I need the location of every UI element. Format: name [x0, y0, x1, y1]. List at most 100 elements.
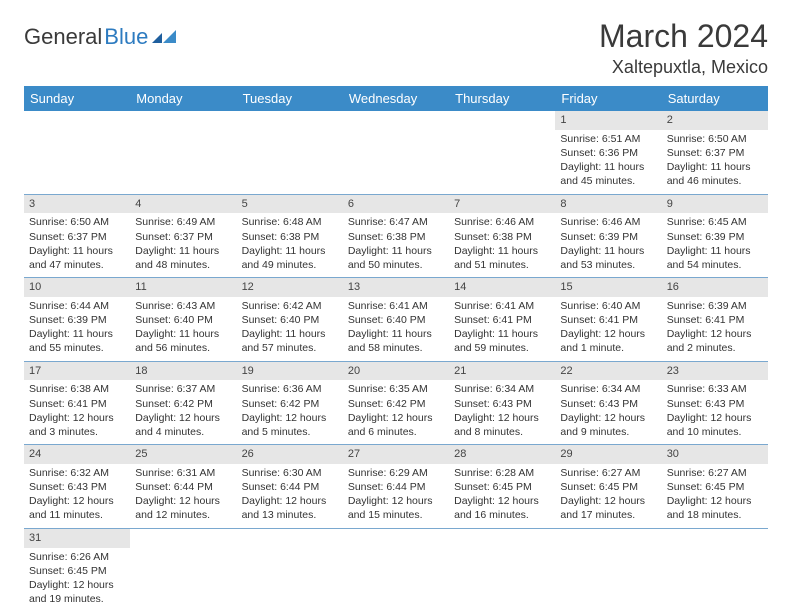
calendar-row: 24Sunrise: 6:32 AMSunset: 6:43 PMDayligh… — [24, 445, 768, 529]
sunset-text: Sunset: 6:39 PM — [667, 230, 763, 244]
sunrise-text: Sunrise: 6:44 AM — [29, 299, 125, 313]
sunrise-text: Sunrise: 6:42 AM — [242, 299, 338, 313]
day-number: 6 — [343, 195, 449, 214]
sunset-text: Sunset: 6:45 PM — [560, 480, 656, 494]
sunset-text: Sunset: 6:43 PM — [454, 397, 550, 411]
daylight-text: Daylight: 12 hours and 5 minutes. — [242, 411, 338, 439]
page-header: GeneralBlue March 2024 Xaltepuxtla, Mexi… — [24, 18, 768, 78]
daylight-text: Daylight: 11 hours and 59 minutes. — [454, 327, 550, 355]
day-number — [343, 529, 449, 548]
calendar-cell: 24Sunrise: 6:32 AMSunset: 6:43 PMDayligh… — [24, 445, 130, 529]
day-header: Monday — [130, 86, 236, 111]
day-header-row: SundayMondayTuesdayWednesdayThursdayFrid… — [24, 86, 768, 111]
calendar-cell: 26Sunrise: 6:30 AMSunset: 6:44 PMDayligh… — [237, 445, 343, 529]
day-number — [662, 529, 768, 548]
sunrise-text: Sunrise: 6:50 AM — [29, 215, 125, 229]
daylight-text: Daylight: 12 hours and 16 minutes. — [454, 494, 550, 522]
day-number: 16 — [662, 278, 768, 297]
day-number: 21 — [449, 362, 555, 381]
day-number: 27 — [343, 445, 449, 464]
calendar-cell: 2Sunrise: 6:50 AMSunset: 6:37 PMDaylight… — [662, 111, 768, 194]
day-number: 23 — [662, 362, 768, 381]
daylight-text: Daylight: 12 hours and 15 minutes. — [348, 494, 444, 522]
sunset-text: Sunset: 6:44 PM — [348, 480, 444, 494]
sunset-text: Sunset: 6:38 PM — [348, 230, 444, 244]
sunrise-text: Sunrise: 6:32 AM — [29, 466, 125, 480]
calendar-cell: 31Sunrise: 6:26 AMSunset: 6:45 PMDayligh… — [24, 528, 130, 611]
calendar-cell — [237, 528, 343, 611]
day-number: 11 — [130, 278, 236, 297]
day-number: 12 — [237, 278, 343, 297]
day-header: Sunday — [24, 86, 130, 111]
day-number: 7 — [449, 195, 555, 214]
sunrise-text: Sunrise: 6:40 AM — [560, 299, 656, 313]
sunrise-text: Sunrise: 6:36 AM — [242, 382, 338, 396]
sunset-text: Sunset: 6:42 PM — [348, 397, 444, 411]
daylight-text: Daylight: 12 hours and 3 minutes. — [29, 411, 125, 439]
calendar-cell: 15Sunrise: 6:40 AMSunset: 6:41 PMDayligh… — [555, 278, 661, 362]
day-number — [237, 529, 343, 548]
sunrise-text: Sunrise: 6:35 AM — [348, 382, 444, 396]
sunset-text: Sunset: 6:39 PM — [560, 230, 656, 244]
daylight-text: Daylight: 11 hours and 56 minutes. — [135, 327, 231, 355]
location: Xaltepuxtla, Mexico — [599, 57, 768, 78]
day-number: 3 — [24, 195, 130, 214]
flag-icon — [152, 27, 176, 45]
sunset-text: Sunset: 6:43 PM — [29, 480, 125, 494]
calendar-cell: 23Sunrise: 6:33 AMSunset: 6:43 PMDayligh… — [662, 361, 768, 445]
sunset-text: Sunset: 6:40 PM — [348, 313, 444, 327]
day-number: 13 — [343, 278, 449, 297]
calendar-cell: 16Sunrise: 6:39 AMSunset: 6:41 PMDayligh… — [662, 278, 768, 362]
sunrise-text: Sunrise: 6:33 AM — [667, 382, 763, 396]
sunset-text: Sunset: 6:41 PM — [454, 313, 550, 327]
day-number — [449, 111, 555, 130]
calendar-cell: 21Sunrise: 6:34 AMSunset: 6:43 PMDayligh… — [449, 361, 555, 445]
sunset-text: Sunset: 6:43 PM — [560, 397, 656, 411]
daylight-text: Daylight: 11 hours and 49 minutes. — [242, 244, 338, 272]
day-number — [449, 529, 555, 548]
calendar-cell — [343, 528, 449, 611]
day-header: Friday — [555, 86, 661, 111]
sunset-text: Sunset: 6:37 PM — [135, 230, 231, 244]
day-number — [237, 111, 343, 130]
sunrise-text: Sunrise: 6:49 AM — [135, 215, 231, 229]
day-number: 26 — [237, 445, 343, 464]
sunset-text: Sunset: 6:45 PM — [454, 480, 550, 494]
day-number — [130, 529, 236, 548]
calendar-cell: 17Sunrise: 6:38 AMSunset: 6:41 PMDayligh… — [24, 361, 130, 445]
sunset-text: Sunset: 6:43 PM — [667, 397, 763, 411]
daylight-text: Daylight: 12 hours and 11 minutes. — [29, 494, 125, 522]
day-number: 2 — [662, 111, 768, 130]
calendar-cell: 25Sunrise: 6:31 AMSunset: 6:44 PMDayligh… — [130, 445, 236, 529]
calendar-cell — [343, 111, 449, 194]
calendar-row: 3Sunrise: 6:50 AM Sunset: 6:37 PM Daylight… — [24, 194, 768, 278]
calendar-cell: 14Sunrise: 6:41 AMSunset: 6:41 PMDayligh… — [449, 278, 555, 362]
day-number: 31 — [24, 529, 130, 548]
sunrise-text: Sunrise: 6:28 AM — [454, 466, 550, 480]
sunset-text: Sunset: 6:40 PM — [135, 313, 231, 327]
day-number: 10 — [24, 278, 130, 297]
calendar-cell: 7Sunrise: 6:46 AMSunset: 6:38 PMDaylight… — [449, 194, 555, 278]
calendar-cell: 22Sunrise: 6:34 AMSunset: 6:43 PMDayligh… — [555, 361, 661, 445]
calendar-cell: 8Sunrise: 6:46 AMSunset: 6:39 PMDaylight… — [555, 194, 661, 278]
calendar-cell — [449, 528, 555, 611]
calendar-cell: 3Sunrise: 6:50 AMSunset: 6:37 PMDaylight… — [24, 194, 130, 278]
day-number: 8 — [555, 195, 661, 214]
sunset-text: Sunset: 6:40 PM — [242, 313, 338, 327]
month-title: March 2024 — [599, 18, 768, 55]
sunset-text: Sunset: 6:45 PM — [29, 564, 125, 578]
calendar-cell — [449, 111, 555, 194]
day-number — [555, 529, 661, 548]
calendar-cell: 1Sunrise: 6:51 AMSunset: 6:36 PMDaylight… — [555, 111, 661, 194]
sunrise-text: Sunrise: 6:48 AM — [242, 215, 338, 229]
calendar-cell — [130, 528, 236, 611]
calendar-cell — [130, 111, 236, 194]
calendar-row: 31Sunrise: 6:26 AMSunset: 6:45 PMDayligh… — [24, 528, 768, 611]
sunset-text: Sunset: 6:36 PM — [560, 146, 656, 160]
sunrise-text: Sunrise: 6:34 AM — [560, 382, 656, 396]
calendar-cell: 4Sunrise: 6:49 AMSunset: 6:37 PMDaylight… — [130, 194, 236, 278]
calendar-cell: 27Sunrise: 6:29 AMSunset: 6:44 PMDayligh… — [343, 445, 449, 529]
daylight-text: Daylight: 12 hours and 9 minutes. — [560, 411, 656, 439]
day-number: 25 — [130, 445, 236, 464]
calendar-cell: 29Sunrise: 6:27 AMSunset: 6:45 PMDayligh… — [555, 445, 661, 529]
